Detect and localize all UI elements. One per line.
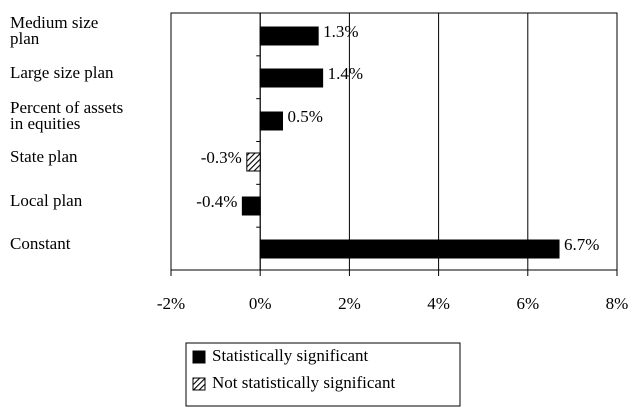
category-label: plan <box>10 29 40 48</box>
bar <box>259 68 324 88</box>
value-label: -0.4% <box>196 192 237 211</box>
plot-frame <box>170 12 618 271</box>
category-label: Large size plan <box>10 63 114 82</box>
category-label: Percent of assets <box>10 98 123 117</box>
value-label: 0.5% <box>288 107 323 126</box>
legend-swatch <box>192 350 206 364</box>
legend-swatch <box>192 377 206 391</box>
bar <box>241 196 261 216</box>
bar <box>259 239 560 259</box>
legend-label: Not statistically significant <box>212 373 395 392</box>
value-label: -0.3% <box>201 148 242 167</box>
bar <box>259 111 284 131</box>
category-label: Local plan <box>10 191 83 210</box>
x-tick-label: 4% <box>427 294 450 313</box>
value-label: 1.4% <box>328 64 363 83</box>
value-label: 6.7% <box>564 235 599 254</box>
category-label: Constant <box>10 234 71 253</box>
category-label: State plan <box>10 147 78 166</box>
legend-label: Statistically significant <box>212 346 369 365</box>
x-tick-label: 0% <box>249 294 272 313</box>
bar <box>259 26 319 46</box>
category-label: in equities <box>10 114 80 133</box>
category-label: Medium size <box>10 13 98 32</box>
value-label: 1.3% <box>323 22 358 41</box>
legend-box <box>185 342 461 407</box>
bar <box>246 152 261 172</box>
x-tick-label: -2% <box>157 294 185 313</box>
x-tick-label: 2% <box>338 294 361 313</box>
x-tick-label: 6% <box>516 294 539 313</box>
x-tick-label: 8% <box>606 294 629 313</box>
